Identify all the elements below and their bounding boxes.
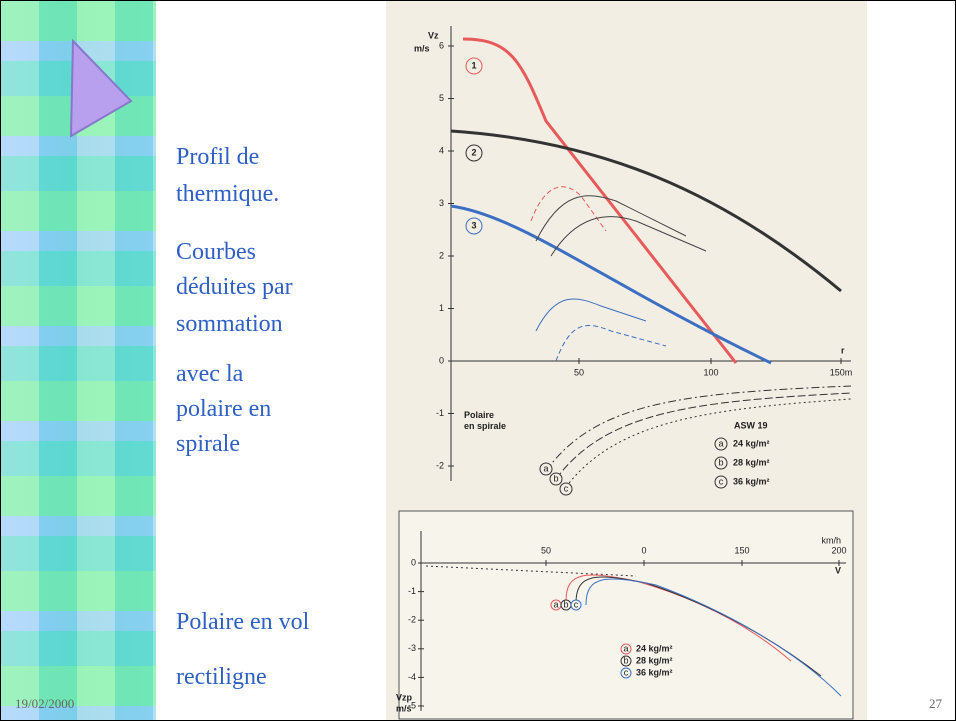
legend-text: 36 kg/m² xyxy=(636,667,673,677)
legend-text: 28 kg/m² xyxy=(636,655,673,665)
slide: Profil de thermique. Courbes déduites par so… xyxy=(0,0,956,721)
legend-text: 24 kg/m² xyxy=(733,438,770,448)
page-number: 27 xyxy=(929,696,942,712)
legend-letter: a xyxy=(623,643,628,653)
curve-letter: b xyxy=(553,473,558,483)
x-tick-label: 200 xyxy=(831,545,846,555)
x-axis-label: V xyxy=(835,565,841,575)
y-axis-label: Vz xyxy=(428,30,439,40)
y-tick-label: -1 xyxy=(408,586,416,596)
slide-text: thermique. xyxy=(176,181,279,208)
legend-letter: a xyxy=(718,438,723,448)
curve-letter: b xyxy=(563,599,568,609)
y-tick-label: 6 xyxy=(439,40,444,50)
y-tick-label: 0 xyxy=(439,355,444,365)
x-tick-label: 50 xyxy=(574,367,584,377)
slide-text: avec la xyxy=(176,361,243,388)
legend-letter: b xyxy=(718,457,723,467)
legend-text: 24 kg/m² xyxy=(636,643,673,653)
slide-text: spirale xyxy=(176,431,240,458)
curve-letter: a xyxy=(543,463,548,473)
legend-title: ASW 19 xyxy=(734,420,768,430)
curve-letter: a xyxy=(553,599,558,609)
y-tick-label: -2 xyxy=(436,460,444,470)
x-tick-label: 150 xyxy=(734,545,749,555)
y-tick-label: 3 xyxy=(439,198,444,208)
y-tick-label: -4 xyxy=(408,672,416,682)
curve-label: 2 xyxy=(471,147,476,157)
y-tick-label: -3 xyxy=(408,643,416,653)
legend-text: 28 kg/m² xyxy=(733,457,770,467)
y-tick-label: 2 xyxy=(439,250,444,260)
slide-text: rectiligne xyxy=(176,664,267,691)
x-tick-label: 50 xyxy=(541,545,551,555)
x-unit: km/h xyxy=(821,535,841,545)
x-tick-label: 100 xyxy=(703,367,718,377)
curve-label: 3 xyxy=(471,220,476,230)
x-axis-label: r xyxy=(841,345,845,355)
legend-letter: b xyxy=(623,655,628,665)
x-tick-label: 150m xyxy=(830,367,853,377)
slide-text: Polaire en vol xyxy=(176,609,309,636)
y-axis-label: Vzp xyxy=(396,692,413,702)
date: 19/02/2000 xyxy=(15,696,74,712)
slide-text: Courbes xyxy=(176,239,256,266)
slide-text: Profil de xyxy=(176,144,259,171)
y-tick-label: 0 xyxy=(411,557,416,567)
y-unit: m/s xyxy=(414,43,430,53)
slide-text: polaire en xyxy=(176,396,271,423)
legend-letter: c xyxy=(719,476,724,486)
triangle-icon xyxy=(1,1,161,161)
y-unit: m/s xyxy=(396,703,412,713)
x-tick-label: 0 xyxy=(641,545,646,555)
curve-letter: c xyxy=(564,483,569,493)
y-tick-label: -1 xyxy=(436,408,444,418)
curve-letter: c xyxy=(574,599,579,609)
y-tick-label: 4 xyxy=(439,145,444,155)
slide-text: sommation xyxy=(176,311,283,338)
y-tick-label: -2 xyxy=(408,615,416,625)
bottom-figure-frame xyxy=(399,511,853,719)
legend-text: 36 kg/m² xyxy=(733,476,770,486)
y-tick-label: 5 xyxy=(439,93,444,103)
y-tick-label: 1 xyxy=(439,303,444,313)
slide-text: déduites par xyxy=(176,274,293,301)
legend-letter: c xyxy=(624,667,629,677)
curve-label: 1 xyxy=(471,60,476,70)
